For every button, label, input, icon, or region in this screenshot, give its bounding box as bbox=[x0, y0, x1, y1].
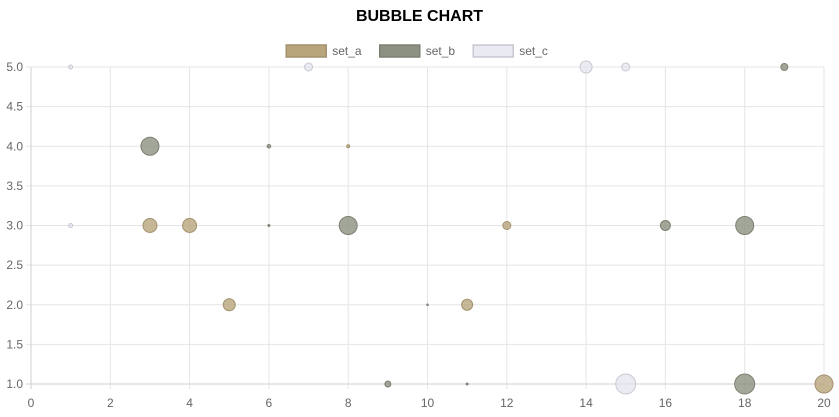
chart-title: BUBBLE CHART bbox=[356, 8, 483, 25]
x-tick-label: 6 bbox=[266, 396, 273, 410]
y-tick-label: 1.0 bbox=[6, 377, 23, 391]
legend-label: set_b bbox=[426, 44, 456, 58]
legend-swatch bbox=[285, 44, 327, 58]
legend[interactable]: set_a set_b set_c bbox=[285, 44, 548, 58]
legend-swatch bbox=[472, 44, 514, 58]
bubble-set_a[interactable] bbox=[346, 144, 351, 149]
bubble-set_b[interactable] bbox=[338, 216, 358, 235]
x-tick-label: 20 bbox=[817, 396, 831, 410]
bubbles bbox=[68, 60, 834, 395]
x-tick-label: 16 bbox=[659, 396, 673, 410]
legend-label: set_c bbox=[519, 44, 548, 58]
legend-item-set_c[interactable]: set_c bbox=[472, 44, 548, 58]
bubble-set_a[interactable] bbox=[502, 221, 512, 230]
y-tick-label: 1.5 bbox=[6, 337, 23, 351]
y-tick-label: 5.0 bbox=[6, 60, 23, 74]
bubble-set_b[interactable] bbox=[267, 224, 271, 227]
y-tick-label: 2.0 bbox=[6, 298, 23, 312]
bubble-set_c[interactable] bbox=[304, 62, 314, 72]
y-tick-label: 3.0 bbox=[6, 219, 23, 233]
bubble-set_c[interactable] bbox=[68, 223, 74, 228]
x-tick-label: 2 bbox=[107, 396, 114, 410]
x-tick-label: 10 bbox=[421, 396, 435, 410]
series-set_b bbox=[140, 63, 789, 395]
bubble-set_a[interactable] bbox=[814, 374, 834, 394]
y-tick-label: 4.0 bbox=[6, 139, 23, 153]
bubble-set_b[interactable] bbox=[735, 216, 755, 235]
y-tick-label: 2.5 bbox=[6, 258, 23, 272]
bubble-set_c[interactable] bbox=[68, 64, 74, 70]
bubble-set_c[interactable] bbox=[615, 373, 637, 395]
bubble-set_b[interactable] bbox=[266, 143, 272, 149]
axes: 0 2 4 6 8 10 12 14 16 18 20 1.0 1.5 2.0 2.5 3.0 3.5 4.0 4.… bbox=[6, 60, 831, 410]
x-tick-label: 18 bbox=[738, 396, 752, 410]
bubble-set_b[interactable] bbox=[780, 63, 789, 71]
bubble-set_b[interactable] bbox=[140, 136, 160, 156]
legend-item-set_b[interactable]: set_b bbox=[379, 44, 456, 58]
bubble-set_b[interactable] bbox=[465, 382, 469, 386]
bubble-set_a[interactable] bbox=[461, 298, 474, 311]
x-tick-label: 8 bbox=[345, 396, 352, 410]
legend-swatch bbox=[379, 44, 421, 58]
bubble-set_c[interactable] bbox=[621, 62, 631, 72]
x-tick-label: 14 bbox=[579, 396, 593, 410]
bubble-set_b[interactable] bbox=[426, 303, 429, 307]
bubble-set_a[interactable] bbox=[142, 218, 158, 233]
bubble-set_a[interactable] bbox=[182, 218, 198, 233]
legend-label: set_a bbox=[332, 44, 362, 58]
grid bbox=[26, 66, 825, 389]
bubble-set_a[interactable] bbox=[222, 298, 236, 312]
bubble-set_b[interactable] bbox=[384, 380, 392, 388]
series-set_c bbox=[68, 60, 637, 395]
y-tick-label: 4.5 bbox=[6, 100, 23, 114]
x-tick-label: 12 bbox=[500, 396, 514, 410]
x-tick-label: 0 bbox=[28, 396, 35, 410]
series-set_a bbox=[142, 144, 834, 394]
legend-item-set_a[interactable]: set_a bbox=[285, 44, 362, 58]
x-tick-label: 4 bbox=[186, 396, 193, 410]
bubble-set_b[interactable] bbox=[659, 220, 671, 231]
y-tick-label: 3.5 bbox=[6, 179, 23, 193]
bubble-set_c[interactable] bbox=[579, 60, 593, 74]
bubble-set_b[interactable] bbox=[734, 373, 756, 395]
